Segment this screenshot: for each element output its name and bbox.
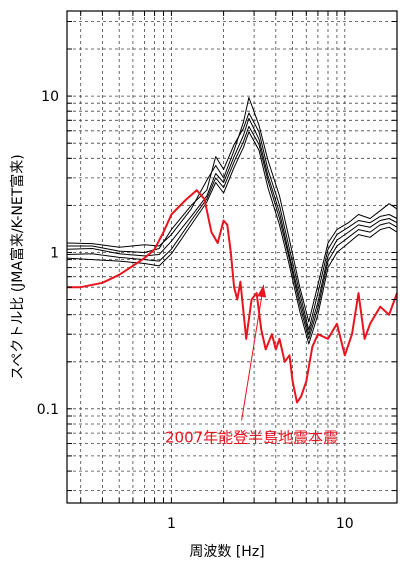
annotation-label: 2007年能登半島地震本震 (165, 428, 338, 446)
plot-frame (66, 10, 398, 504)
x-tick-label: 10 (336, 516, 354, 532)
series-line-3 (66, 117, 398, 335)
x-tick-label: 1 (167, 516, 176, 532)
y-axis-title: スペクトル比 (JMA富来/K-NET富来) (9, 154, 26, 380)
y-tick-label: 10 (41, 89, 59, 105)
x-axis-title: 周波数 [Hz] (189, 544, 264, 560)
annotation-arrow-head (257, 284, 267, 298)
y-tick-label: 0.1 (37, 402, 59, 418)
series-line-1 (67, 112, 398, 331)
annotation: 2007年能登半島地震本震 (165, 284, 338, 446)
annotation-arrow-line (241, 284, 265, 421)
tick-labels: 1 10 0.1 1 10 (37, 89, 354, 532)
axis-ticks (67, 11, 397, 503)
series-line-4 (66, 125, 398, 340)
series-line-2 (66, 97, 398, 323)
grid-lines (67, 11, 397, 503)
series-line-5 (66, 131, 398, 345)
y-tick-label: 1 (50, 246, 59, 262)
